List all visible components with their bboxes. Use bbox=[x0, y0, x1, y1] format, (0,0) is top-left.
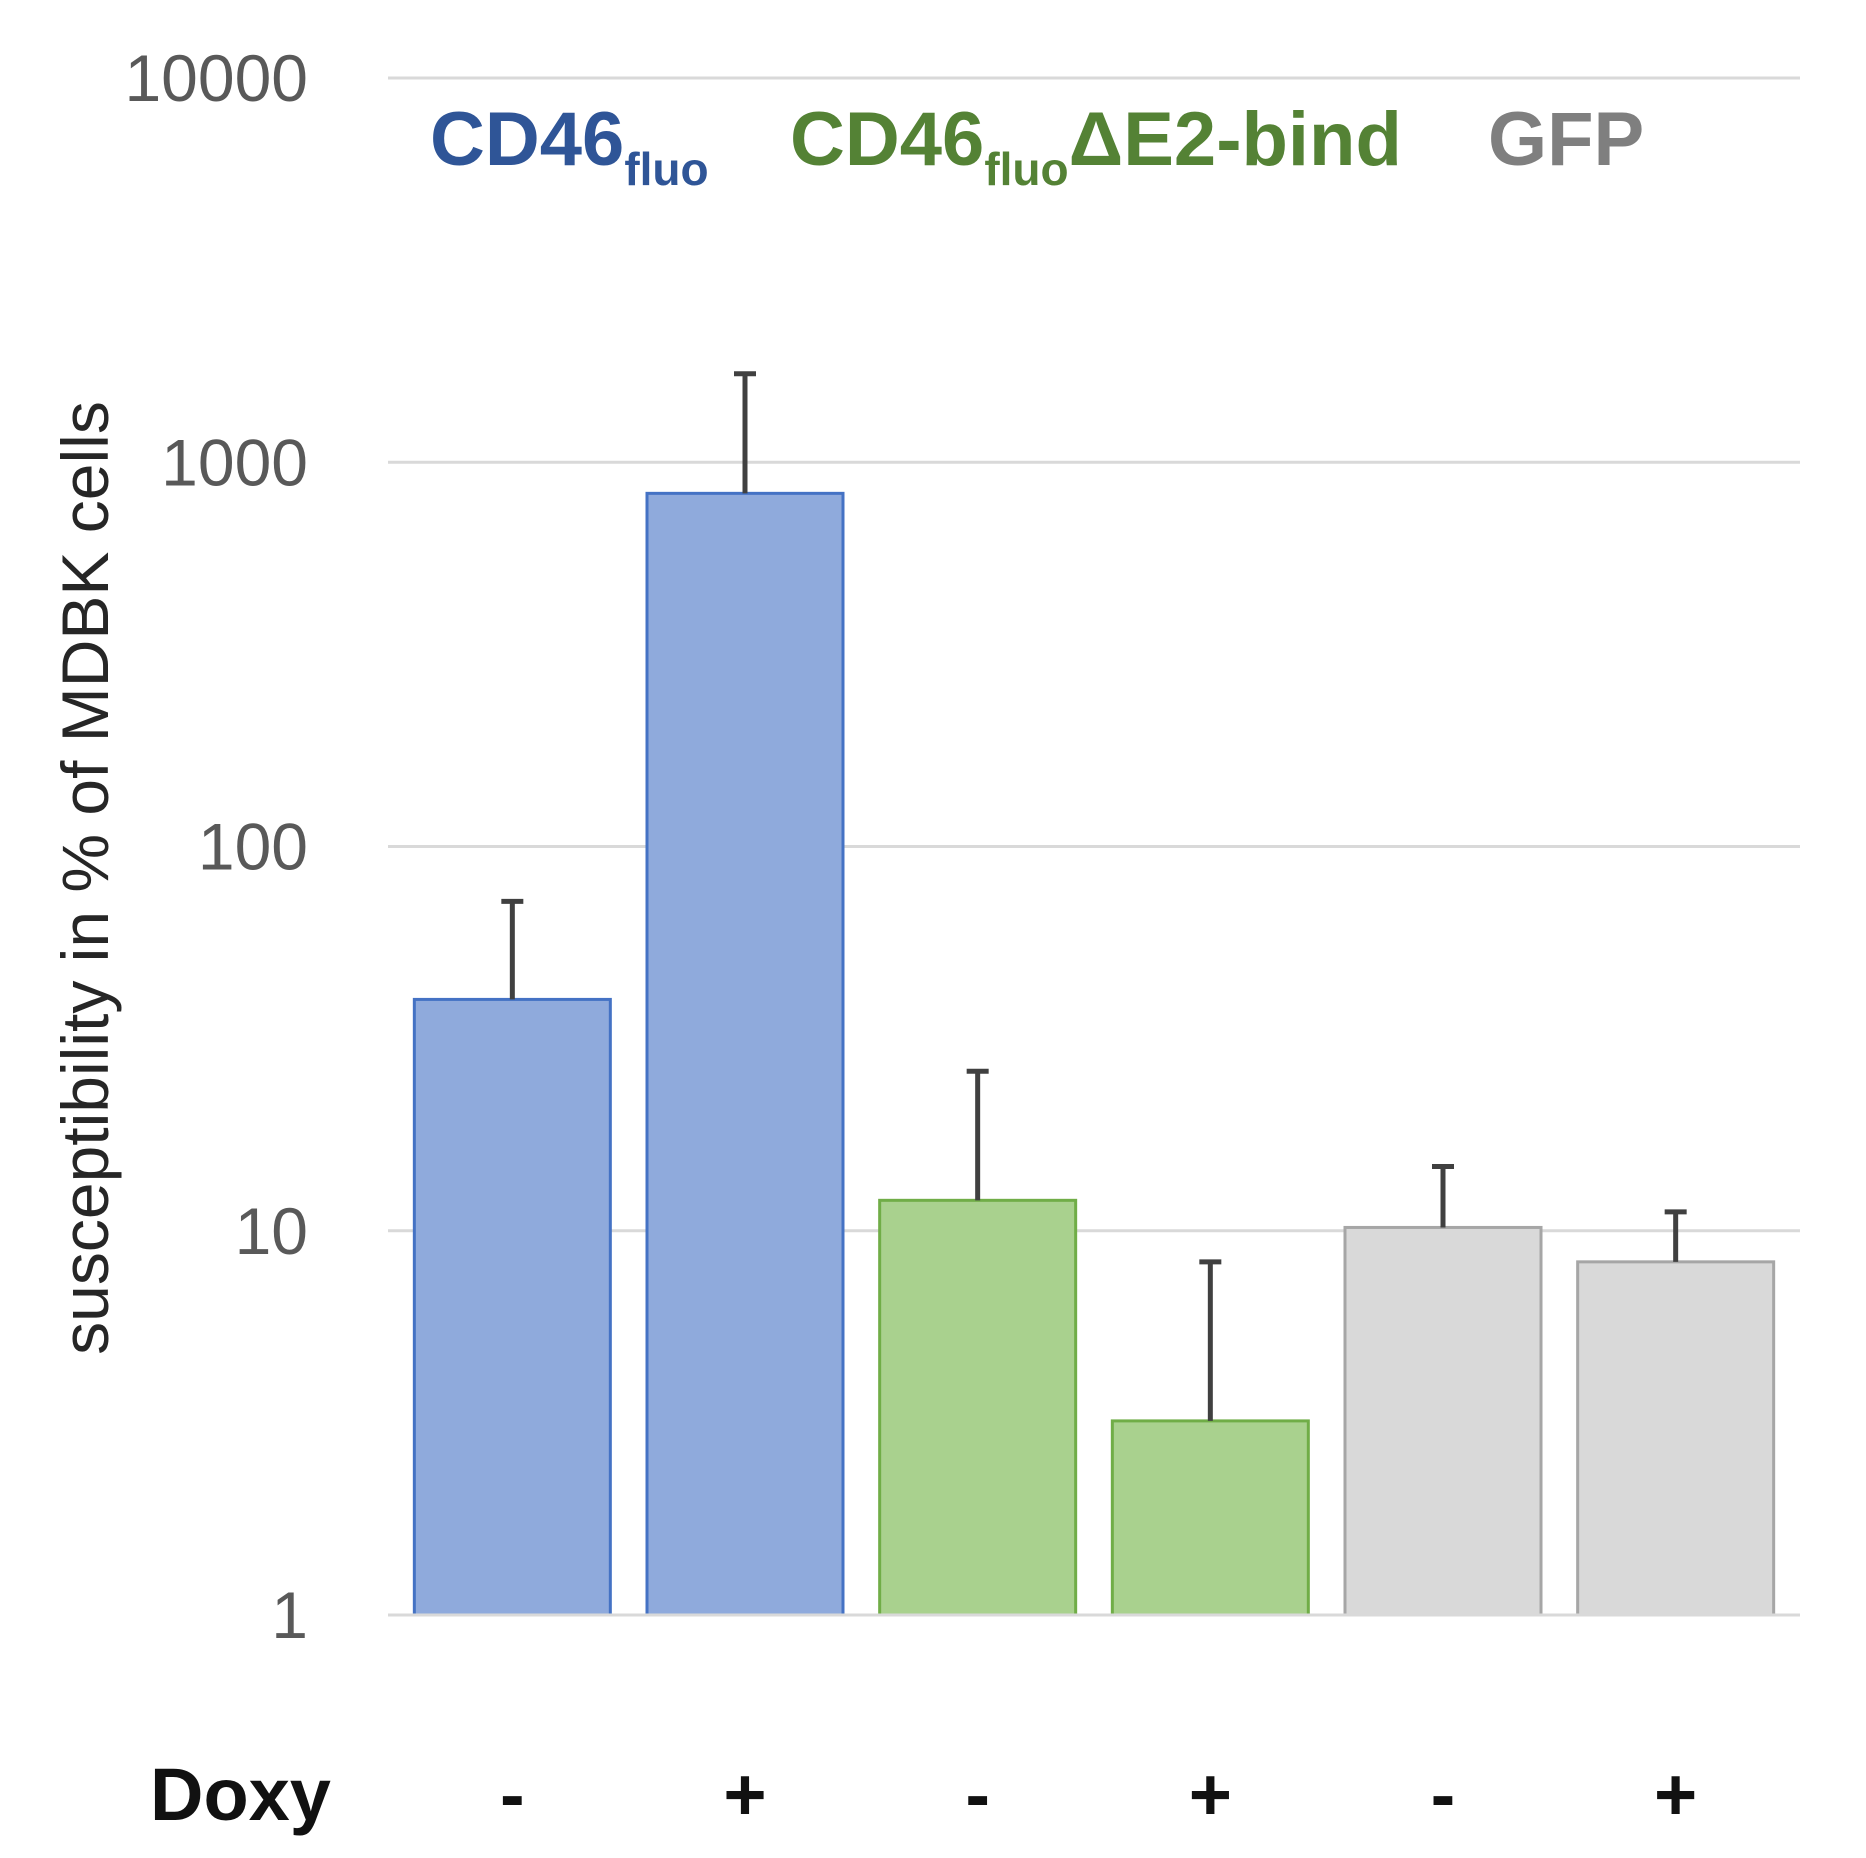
doxy-condition-label: - bbox=[1431, 1753, 1456, 1836]
doxy-condition-label: - bbox=[965, 1753, 990, 1836]
y-tick-label: 10000 bbox=[124, 41, 308, 115]
y-tick-label: 1000 bbox=[161, 425, 308, 499]
y-tick-label: 1 bbox=[271, 1578, 308, 1652]
bar bbox=[645, 491, 845, 1617]
bar bbox=[1110, 1419, 1310, 1617]
gridlines bbox=[388, 76, 1800, 1233]
error-bars bbox=[501, 371, 1687, 1421]
bar bbox=[1576, 1260, 1776, 1617]
legend-item: CD46fluo bbox=[430, 97, 709, 195]
bar bbox=[412, 997, 612, 1617]
legend: CD46fluo CD46fluoΔE2-bind GFP bbox=[430, 97, 1644, 195]
bar bbox=[1343, 1225, 1543, 1617]
legend-item: CD46fluoΔE2-bind bbox=[790, 97, 1402, 195]
legend-item: GFP bbox=[1488, 97, 1644, 182]
bars bbox=[412, 491, 1776, 1617]
doxy-row-label: Doxy bbox=[150, 1753, 331, 1836]
doxy-condition-label: + bbox=[1189, 1753, 1232, 1836]
y-axis-title: susceptibility in % of MDBK cells bbox=[48, 401, 122, 1355]
bar bbox=[878, 1198, 1078, 1617]
y-tick-label: 10 bbox=[235, 1194, 308, 1268]
doxy-condition-row: Doxy - + - + - + bbox=[150, 1753, 1697, 1836]
y-axis-ticks: 1 10 100 1000 10000 bbox=[124, 41, 308, 1652]
y-tick-label: 100 bbox=[198, 810, 308, 884]
doxy-condition-label: - bbox=[500, 1753, 525, 1836]
doxy-condition-label: + bbox=[1654, 1753, 1697, 1836]
doxy-condition-label: + bbox=[723, 1753, 766, 1836]
